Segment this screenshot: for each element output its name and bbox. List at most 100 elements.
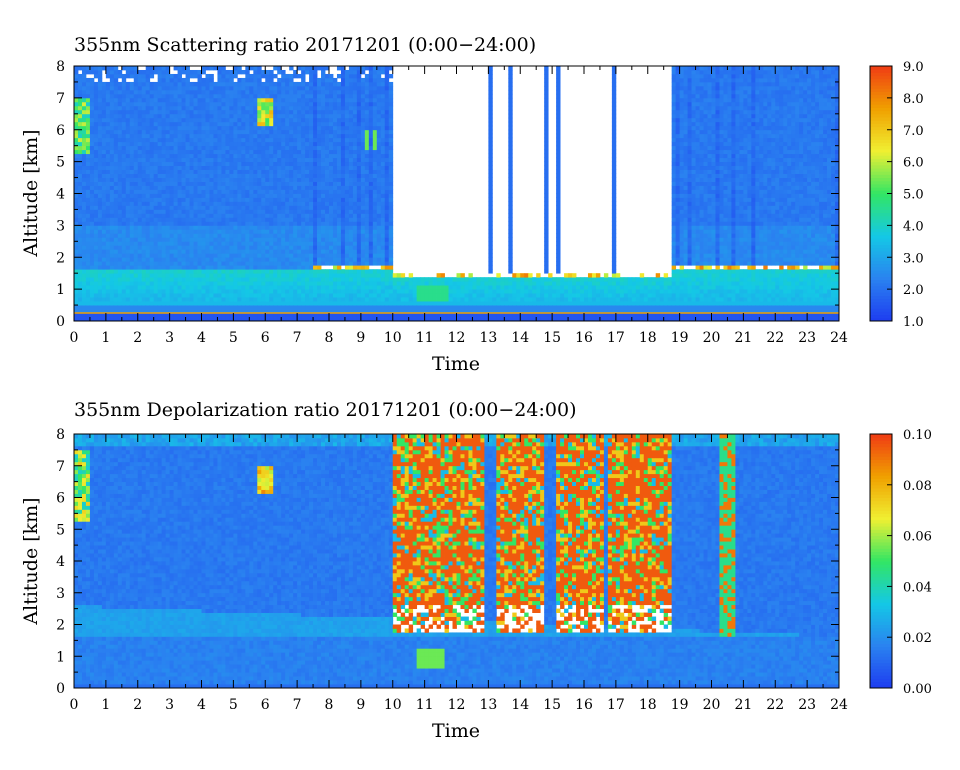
heatmap-cell	[281, 221, 285, 225]
heatmap-cell	[82, 162, 86, 166]
heatmap-cell	[229, 217, 233, 221]
heatmap-cell	[309, 209, 313, 213]
heatmap-cell	[213, 245, 217, 249]
heatmap-cell	[329, 213, 333, 217]
heatmap-cell	[377, 194, 381, 198]
heatmap-cell	[190, 122, 194, 126]
heatmap-cell	[86, 86, 90, 90]
heatmap-cell	[134, 98, 138, 102]
heatmap-cell	[154, 182, 158, 186]
heatmap-cell	[333, 154, 337, 158]
heatmap-cell	[174, 146, 178, 150]
heatmap-cell	[158, 273, 162, 277]
heatmap-cell	[102, 106, 106, 110]
heatmap-cell	[281, 217, 285, 221]
heatmap-cell	[337, 114, 341, 118]
heatmap-cell	[301, 94, 305, 98]
heatmap-cell	[301, 130, 305, 134]
heatmap-cell	[154, 142, 158, 146]
heatmap-cell	[265, 86, 269, 90]
heatmap-cell	[341, 86, 345, 90]
heatmap-cell	[273, 154, 277, 158]
heatmap-cell	[122, 217, 126, 221]
heatmap-cell	[162, 122, 166, 126]
heatmap-cell	[122, 86, 126, 90]
heatmap-cell	[126, 154, 130, 158]
heatmap-cell	[94, 90, 98, 94]
heatmap-cell	[94, 126, 98, 130]
heatmap-cell	[78, 194, 82, 198]
heatmap-cell	[373, 134, 377, 138]
heatmap-cell	[110, 201, 114, 205]
heatmap-cell	[190, 221, 194, 225]
heatmap-cell	[333, 277, 337, 281]
heatmap-cell	[365, 106, 369, 110]
heatmap-cell	[174, 122, 178, 126]
heatmap-cell	[245, 182, 249, 186]
heatmap-cell	[202, 269, 206, 273]
heatmap-cell	[82, 245, 86, 249]
heatmap-cell	[146, 190, 150, 194]
heatmap-cell	[241, 174, 245, 178]
heatmap-cell	[106, 289, 110, 293]
heatmap-cell	[194, 74, 198, 78]
heatmap-cell	[265, 170, 269, 174]
heatmap-cell	[241, 126, 245, 130]
heatmap-cell	[341, 217, 345, 221]
heatmap-cell	[78, 213, 82, 217]
heatmap-cell	[281, 201, 285, 205]
heatmap-cell	[82, 229, 86, 233]
heatmap-cell	[365, 194, 369, 198]
heatmap-cell	[217, 74, 221, 78]
heatmap-cell	[106, 178, 110, 182]
heatmap-cell	[249, 194, 253, 198]
heatmap-cell	[329, 122, 333, 126]
heatmap-cell	[269, 162, 273, 166]
heatmap-cell	[257, 221, 261, 225]
heatmap-cell	[102, 201, 106, 205]
heatmap-cell	[317, 305, 321, 309]
heatmap-cell	[150, 94, 154, 98]
heatmap-cell	[154, 82, 158, 86]
heatmap-cell	[118, 98, 122, 102]
heatmap-cell	[305, 110, 309, 114]
heatmap-cell	[74, 150, 78, 154]
heatmap-cell	[205, 273, 209, 277]
heatmap-cell	[285, 301, 289, 305]
heatmap-cell	[114, 281, 118, 285]
heatmap-cell	[110, 78, 114, 82]
heatmap-cell	[182, 213, 186, 217]
heatmap-cell	[241, 162, 245, 166]
heatmap-cell	[233, 166, 237, 170]
heatmap-cell	[178, 166, 182, 170]
heatmap-cell	[170, 265, 174, 269]
heatmap-cell	[381, 253, 385, 257]
heatmap-cell	[297, 138, 301, 142]
heatmap-cell	[178, 249, 182, 253]
heatmap-cell	[285, 273, 289, 277]
heatmap-cell	[261, 225, 265, 229]
heatmap-cell	[293, 289, 297, 293]
heatmap-cell	[90, 305, 94, 309]
heatmap-cell	[373, 253, 377, 257]
heatmap-cell	[365, 233, 369, 237]
heatmap-cell	[341, 194, 345, 198]
heatmap-cell	[381, 217, 385, 221]
heatmap-cell	[205, 305, 209, 309]
heatmap-cell	[209, 245, 213, 249]
heatmap-cell	[229, 245, 233, 249]
heatmap-cell	[249, 94, 253, 98]
heatmap-cell	[309, 70, 313, 74]
heatmap-cell	[158, 142, 162, 146]
heatmap-cell	[90, 265, 94, 269]
heatmap-cell	[170, 285, 174, 289]
heatmap-cell	[369, 197, 373, 201]
heatmap-cell	[126, 289, 130, 293]
heatmap-cell	[253, 221, 257, 225]
heatmap-cell	[237, 138, 241, 142]
heatmap-cell	[357, 205, 361, 209]
heatmap-cell	[178, 158, 182, 162]
heatmap-cell	[146, 66, 150, 70]
heatmap-cell	[182, 150, 186, 154]
heatmap-cell	[146, 106, 150, 110]
